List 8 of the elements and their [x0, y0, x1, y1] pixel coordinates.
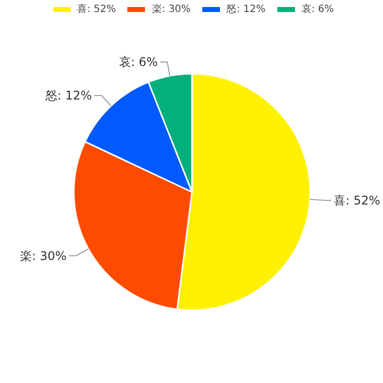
legend-label: 怒: 12%	[226, 3, 266, 16]
slice-label: 哀: 6%	[118, 54, 158, 69]
slice-label: 楽: 30%	[20, 248, 67, 263]
slice-label: 怒: 12%	[44, 88, 92, 102]
legend-label: 楽: 30%	[152, 3, 191, 16]
legend-label: 喜: 52%	[77, 2, 116, 16]
legend-label: 哀: 6%	[301, 2, 334, 16]
slice-label: 喜: 52%	[334, 193, 380, 208]
